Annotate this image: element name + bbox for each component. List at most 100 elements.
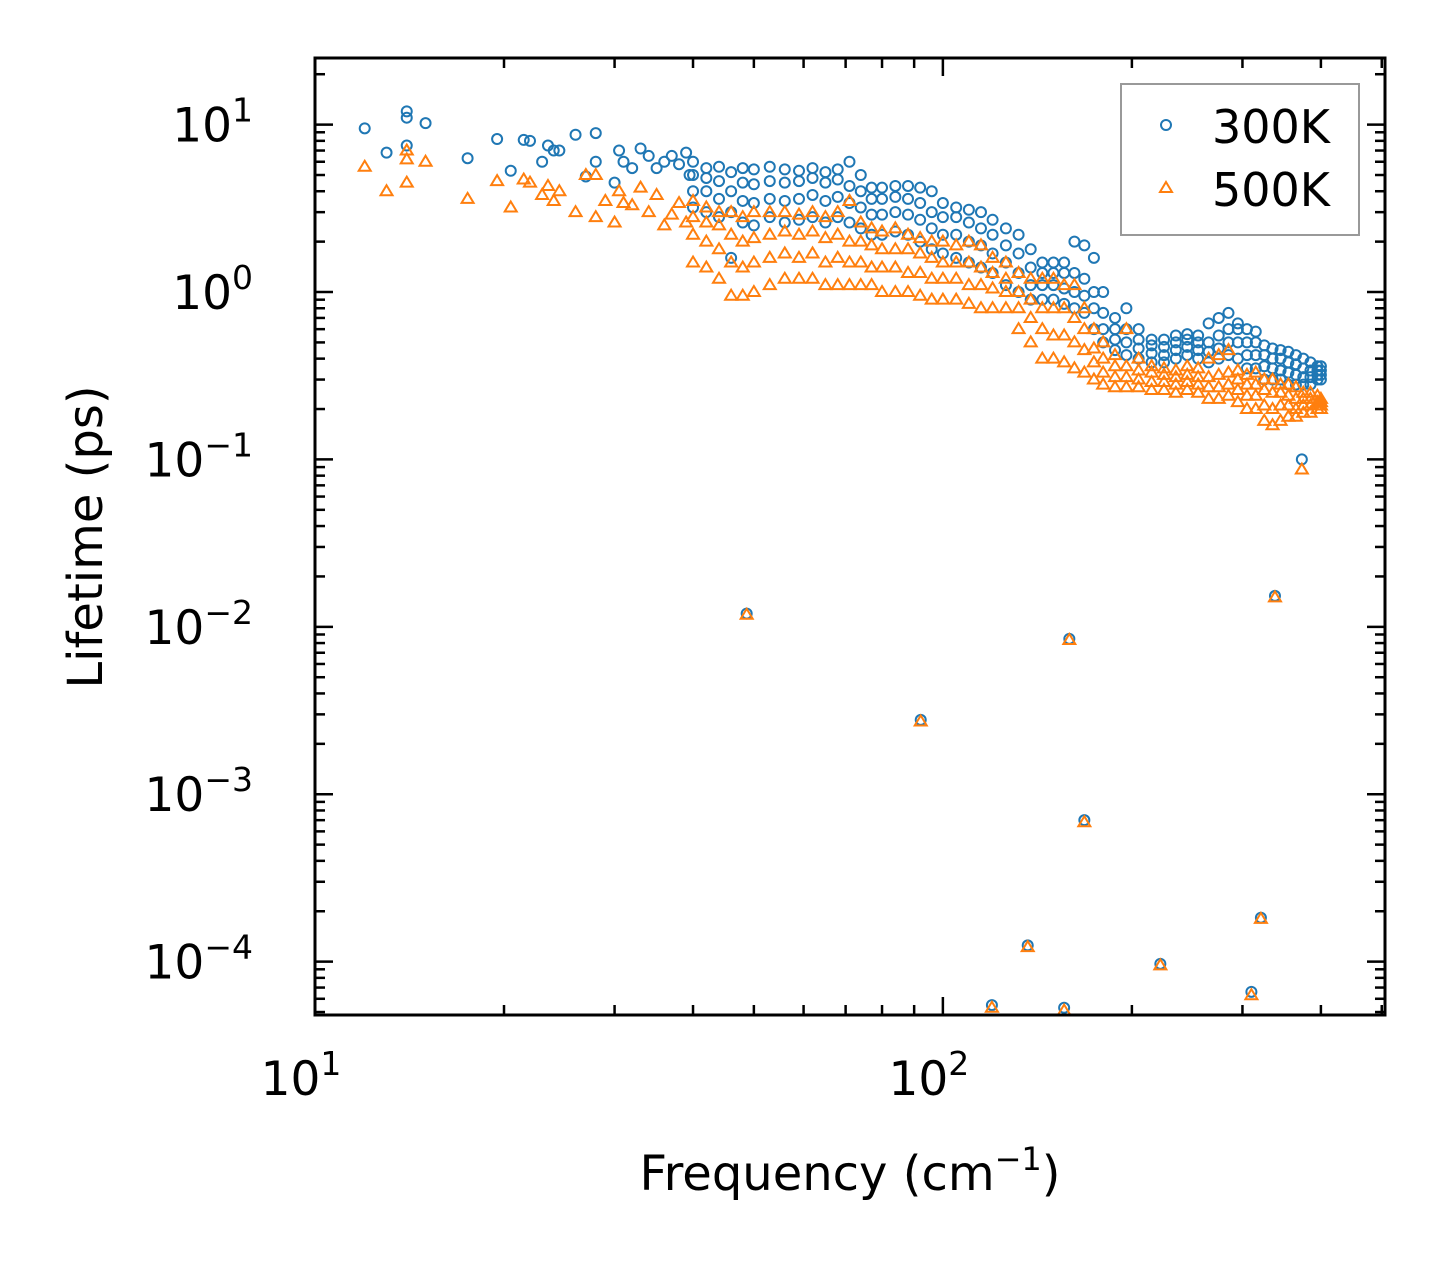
500k-point	[804, 204, 821, 218]
300k-point	[1120, 336, 1133, 349]
300k-point	[793, 164, 806, 177]
300k-point	[889, 206, 902, 219]
500k-point	[1256, 412, 1273, 426]
500k-point	[1076, 300, 1093, 314]
500k-point	[961, 254, 977, 268]
300k-point	[400, 111, 413, 124]
500k-point	[1230, 362, 1246, 376]
300k-point	[925, 243, 938, 256]
300k-point	[1058, 297, 1071, 310]
500k-point	[1066, 334, 1083, 348]
500k-point	[1045, 270, 1062, 284]
300k-point	[1314, 368, 1327, 381]
300k-point	[925, 222, 938, 235]
500k-point	[887, 284, 904, 298]
300k-point	[1249, 325, 1262, 338]
300k-point	[763, 211, 776, 224]
300k-point	[1158, 340, 1171, 353]
500k-point	[1022, 310, 1039, 323]
y-tick-label: 101	[172, 91, 253, 154]
500k-point	[984, 249, 1001, 263]
300k-point	[1087, 251, 1100, 264]
500k-point	[1264, 384, 1281, 398]
500k-point	[1253, 910, 1269, 924]
500k-point	[853, 233, 869, 247]
500k-point	[567, 204, 584, 218]
500k-point	[1045, 327, 1062, 341]
500k-point	[1056, 354, 1072, 368]
500k-point	[1280, 408, 1297, 422]
500k-point	[1168, 384, 1184, 398]
500k-point	[723, 204, 739, 218]
500k-point	[685, 254, 701, 268]
300k-point	[1274, 364, 1287, 377]
300k-point	[876, 192, 889, 205]
500k-point	[522, 174, 538, 188]
y-axis-label: Lifetime (ps)	[58, 385, 114, 688]
500k-point	[663, 206, 680, 220]
500k-point	[923, 270, 940, 284]
500k-point	[863, 237, 880, 251]
500k-point	[1022, 270, 1039, 284]
500k-point	[1168, 376, 1184, 390]
500k-point	[984, 999, 1000, 1013]
300k-point	[831, 190, 844, 203]
500k-point	[1220, 364, 1237, 378]
500k-point	[545, 192, 562, 206]
500k-point	[738, 606, 755, 620]
500k-point	[1200, 350, 1217, 364]
300k-point	[665, 149, 678, 162]
300k-point	[806, 188, 819, 201]
500k-point	[1066, 277, 1083, 291]
500k-point	[746, 204, 762, 218]
500k-point	[1034, 350, 1051, 364]
500k-point	[1118, 379, 1135, 393]
500k-point	[578, 167, 594, 181]
300k-point	[936, 228, 949, 241]
300k-point	[914, 181, 927, 194]
500k-point	[459, 190, 476, 204]
500k-point	[606, 214, 623, 228]
300k-point	[736, 176, 749, 189]
300k-point	[999, 222, 1012, 235]
300k-point	[1240, 336, 1253, 349]
300k-point	[1192, 329, 1205, 342]
500k-point	[698, 214, 715, 228]
500k-point	[1066, 310, 1083, 323]
y-tick-label: 10−4	[145, 928, 253, 991]
500k-point	[912, 265, 928, 278]
300k-point	[831, 163, 844, 176]
500k-point	[640, 204, 657, 218]
500k-point	[948, 291, 964, 305]
500k-point	[791, 226, 807, 240]
500k-point	[973, 237, 989, 251]
500k-point	[1168, 369, 1184, 383]
300k-point	[1036, 293, 1049, 306]
500k-point	[863, 220, 880, 234]
300k-point	[1266, 342, 1279, 355]
500k-point	[998, 300, 1014, 314]
500k-point	[1313, 390, 1329, 404]
500k-point	[1239, 401, 1255, 415]
500k-point	[1200, 369, 1217, 383]
300k-point	[461, 152, 474, 165]
300k-point	[819, 194, 832, 207]
300k-point	[1202, 317, 1215, 330]
500k-point	[1239, 387, 1255, 401]
500k-point	[912, 245, 928, 259]
300k-point	[1181, 333, 1194, 346]
300k-point	[589, 127, 602, 140]
300k-point	[1240, 349, 1253, 362]
500k-point	[900, 284, 916, 298]
300k-point	[608, 176, 621, 189]
300k-point	[1169, 336, 1182, 349]
500k-point	[656, 217, 673, 231]
300k-point	[517, 133, 530, 146]
300k-point	[1068, 286, 1081, 299]
y-tick-label: 10−3	[145, 760, 253, 823]
500k-point	[1313, 397, 1329, 411]
300k-point	[380, 146, 393, 159]
500k-point	[1302, 404, 1319, 418]
300k-point	[725, 166, 738, 179]
300k-point	[1212, 311, 1225, 324]
